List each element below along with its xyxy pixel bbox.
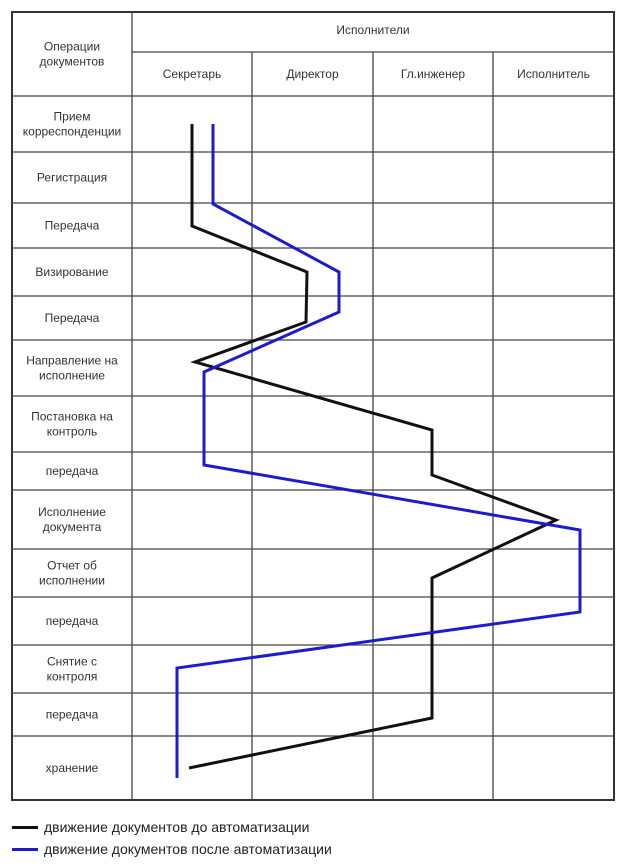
legend-before: движение документов до автоматизации xyxy=(12,819,309,835)
column-header: Исполнитель xyxy=(517,67,590,81)
operation-label: исполнении xyxy=(39,574,105,588)
performers-header: Исполнители xyxy=(336,23,409,37)
operation-label: Прием xyxy=(54,110,91,124)
operation-label: Визирование xyxy=(35,265,109,279)
operation-label: контроль xyxy=(47,425,98,439)
legend-after: движение документов после автоматизации xyxy=(12,841,332,857)
operation-label: хранение xyxy=(46,761,99,775)
operations-header: документов xyxy=(40,55,105,69)
after-automation-route xyxy=(175,124,582,778)
operation-label: документа xyxy=(43,520,102,534)
operation-label: передача xyxy=(46,614,99,628)
operation-label: передача xyxy=(46,464,99,478)
operation-label: исполнение xyxy=(39,369,105,383)
table-grid xyxy=(11,11,615,801)
column-header: Директор xyxy=(286,67,339,81)
legend-before-label: движение документов до автоматизации xyxy=(44,819,310,835)
legend-after-swatch xyxy=(12,847,38,851)
operation-label: Исполнение xyxy=(38,505,106,519)
before-automation-route xyxy=(188,124,560,770)
operation-label: корреспонденции xyxy=(23,125,121,139)
legend-after-label: движение документов после автоматизации xyxy=(44,841,332,857)
operation-label: Передача xyxy=(45,311,100,325)
operation-label: контроля xyxy=(47,670,98,684)
operation-label: Направление на xyxy=(26,354,118,368)
legend-before-swatch xyxy=(12,825,38,829)
operation-label: передача xyxy=(46,708,99,722)
operation-label: Постановка на xyxy=(31,410,113,424)
operations-header: Операции xyxy=(44,40,100,54)
column-header: Гл.инженер xyxy=(401,67,465,81)
operation-label: Снятие с xyxy=(47,655,97,669)
column-header: Секретарь xyxy=(163,67,222,81)
operation-label: Передача xyxy=(45,219,100,233)
operation-label: Регистрация xyxy=(37,171,107,185)
table-border xyxy=(11,11,615,801)
operation-label: Отчет об xyxy=(47,559,97,573)
